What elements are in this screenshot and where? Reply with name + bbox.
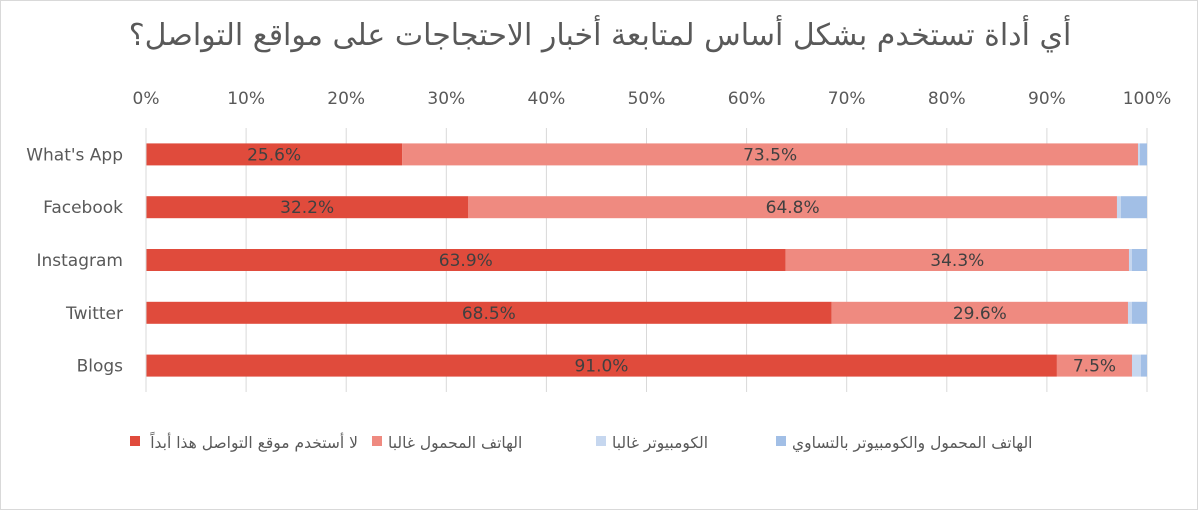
category-label: Facebook: [43, 198, 123, 218]
bar-segment: [146, 249, 786, 271]
legend-swatch-never: [130, 436, 140, 446]
bar-segment: [146, 196, 469, 219]
x-tick-label: 60%: [728, 89, 766, 109]
legend-label-equal: الهاتف المحمول والكومبيوتر بالتساوي: [792, 434, 1033, 452]
bar-segment: [1131, 354, 1141, 377]
x-tick-label: 50%: [628, 89, 666, 109]
legend-item-equal: الهاتف المحمول والكومبيوتر بالتساوي: [776, 430, 1032, 456]
bar-segment: [146, 301, 832, 324]
category-label: What's App: [26, 145, 123, 165]
bar-segment: [1056, 354, 1132, 377]
bar-segment: [1127, 301, 1132, 324]
bar-segment: [146, 143, 403, 166]
legend-item-computer: الكومبيوتر غالبا: [596, 430, 708, 456]
data-label: 68.5%: [462, 304, 516, 324]
legend-label-never: لا أستخدم موقع التواصل هذا أبداً: [150, 434, 358, 452]
x-tick-label: 20%: [327, 89, 365, 109]
bar-segment: [1139, 143, 1147, 166]
legend-item-never: لا أستخدم موقع التواصل هذا أبداً: [130, 430, 358, 456]
x-tick-label: 80%: [928, 89, 966, 109]
bar-segment: [1131, 301, 1147, 324]
legend-label-computer: الكومبيوتر غالبا: [612, 434, 709, 452]
x-tick-label: 40%: [528, 89, 566, 109]
data-label: 25.6%: [247, 145, 301, 165]
bar-segment: [1140, 354, 1147, 377]
data-label: 64.8%: [766, 198, 820, 218]
bar-segment: [1131, 249, 1147, 271]
x-tick-label: 100%: [1123, 89, 1172, 109]
bar-segment: [1120, 196, 1147, 219]
legend-swatch-computer: [596, 436, 606, 446]
category-label: Twitter: [65, 304, 123, 324]
bar-segment: [785, 249, 1129, 271]
legend-swatch-mobile: [372, 436, 382, 446]
bar-segment: [146, 354, 1057, 377]
x-tick-label: 30%: [427, 89, 465, 109]
data-label: 7.5%: [1073, 357, 1116, 377]
category-label: Instagram: [37, 251, 124, 271]
x-tick-label: 70%: [828, 89, 866, 109]
chart-title: أي أداة تستخدم بشكل أساس لمتابعة أخبار ا…: [128, 18, 1072, 53]
data-label: 63.9%: [439, 251, 493, 271]
data-label: 91.0%: [574, 357, 628, 377]
category-label: Blogs: [77, 357, 124, 377]
legend-swatch-equal: [776, 436, 786, 446]
bar-segment: [1128, 249, 1132, 271]
data-label: 32.2%: [280, 198, 334, 218]
legend-item-mobile: الهاتف المحمول غالبا: [372, 430, 522, 456]
data-label: 29.6%: [953, 304, 1007, 324]
x-tick-label: 0%: [133, 89, 160, 109]
bar-segment: [1116, 196, 1121, 219]
data-label: 73.5%: [743, 145, 797, 165]
data-label: 34.3%: [930, 251, 984, 271]
bar-segment: [468, 196, 1117, 219]
legend-label-mobile: الهاتف المحمول غالبا: [388, 434, 523, 452]
x-tick-label: 10%: [227, 89, 265, 109]
bar-segment: [1137, 143, 1140, 166]
x-tick-label: 90%: [1028, 89, 1066, 109]
bar-segment: [402, 143, 1138, 166]
bar-segment: [831, 301, 1128, 324]
